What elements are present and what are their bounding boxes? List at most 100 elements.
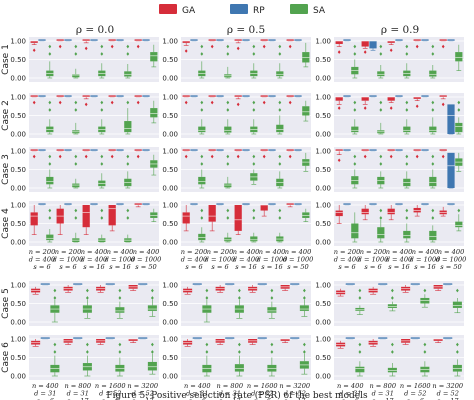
- sa-box: [147, 361, 157, 371]
- sa-outlier-marker: [353, 162, 357, 166]
- sa-outlier-marker: [74, 162, 78, 166]
- sa-outlier-marker: [100, 216, 104, 220]
- rp-box: [105, 283, 115, 285]
- y-tick-label: 0.00: [162, 373, 178, 381]
- sa-box: [351, 126, 359, 133]
- x-tick-label: d = 31: [67, 390, 89, 398]
- panel-case-3-rho-05: 1.00 0.50 0.00: [162, 147, 311, 193]
- ga-outlier-marker: [363, 154, 367, 159]
- ga-box: [335, 149, 343, 151]
- rp-box: [38, 39, 46, 41]
- ga-box: [286, 149, 294, 151]
- ga-box: [56, 95, 64, 97]
- ga-outlier-marker: [337, 158, 341, 163]
- x-tick-label: d = 400: [81, 256, 108, 264]
- sa-outlier-marker: [405, 208, 409, 213]
- y-tick-label: 0.00: [10, 239, 26, 247]
- ga-box: [280, 339, 290, 341]
- row-label-case-5: Case 5: [1, 288, 11, 319]
- sa-outlier-marker: [74, 52, 78, 56]
- ga-outlier-marker: [84, 154, 88, 159]
- sa-outlier-marker: [405, 154, 409, 159]
- sa-outlier-marker: [237, 296, 241, 300]
- sa-outlier-marker: [150, 350, 154, 354]
- sa-outlier-marker: [100, 108, 104, 112]
- sa-outlier-marker: [48, 100, 52, 105]
- sa-box: [115, 307, 125, 313]
- sa-box: [351, 223, 359, 239]
- ga-box: [182, 149, 190, 151]
- y-tick-label: 1.00: [162, 148, 178, 156]
- x-tick-label: n = 400: [412, 248, 439, 256]
- x-tick-label: d = 31: [186, 390, 208, 398]
- x-tick-label: n = 400: [32, 382, 59, 390]
- ga-box: [387, 208, 395, 215]
- rp-box: [421, 95, 429, 97]
- x-tick-label: d = 1000: [131, 256, 162, 264]
- rp-box: [216, 149, 224, 151]
- sa-box: [302, 159, 310, 166]
- ga-box: [30, 41, 38, 43]
- column-title-rho-0: ρ = 0.0: [76, 24, 114, 36]
- sa-outlier-marker: [126, 154, 130, 159]
- y-tick-label: 0.50: [315, 354, 331, 362]
- sa-box: [429, 126, 437, 133]
- ga-outlier-marker: [236, 46, 240, 51]
- sa-outlier-marker: [252, 208, 256, 213]
- rp-box: [294, 39, 302, 41]
- x-tick-label: n = 400: [259, 248, 286, 256]
- sa-outlier-marker: [457, 208, 461, 213]
- sa-box: [403, 230, 411, 239]
- sa-outlier-marker: [405, 44, 409, 49]
- x-tick-label: s = 16: [261, 263, 283, 271]
- sa-outlier-marker: [379, 100, 383, 105]
- sa-outlier-marker: [405, 100, 409, 105]
- ga-box: [128, 339, 138, 341]
- sa-outlier-marker: [48, 108, 52, 112]
- ga-outlier-marker: [84, 46, 88, 51]
- y-tick-label: 1.00: [10, 336, 26, 344]
- sa-outlier-marker: [237, 342, 241, 347]
- sa-outlier-marker: [237, 350, 241, 354]
- rp-box: [225, 283, 235, 285]
- ga-box: [82, 39, 90, 41]
- rp-box: [116, 39, 124, 41]
- sa-outlier-marker: [150, 288, 154, 293]
- ga-box: [286, 203, 294, 205]
- ga-box: [335, 97, 343, 101]
- sa-outlier-marker: [457, 108, 461, 112]
- sa-box: [387, 304, 397, 308]
- y-tick-label: 1.00: [162, 202, 178, 210]
- rp-box: [395, 149, 403, 151]
- sa-outlier-marker: [205, 350, 209, 354]
- sa-outlier-marker: [100, 208, 104, 213]
- ga-outlier-marker: [441, 154, 445, 159]
- sa-box: [250, 236, 258, 242]
- x-tick-label: s = 6: [342, 397, 359, 400]
- rp-box: [64, 149, 72, 151]
- y-tick-label: 0.00: [315, 75, 331, 83]
- rp-box: [142, 149, 150, 151]
- rp-box: [378, 337, 388, 339]
- y-tick-label: 1.00: [315, 202, 331, 210]
- sa-outlier-marker: [455, 288, 459, 293]
- x-tick-label: d = 1000: [205, 256, 236, 264]
- sa-outlier-marker: [431, 44, 435, 49]
- sa-outlier-marker: [302, 296, 306, 300]
- sa-outlier-marker: [126, 162, 130, 166]
- ga-outlier-marker: [288, 100, 292, 105]
- panel-case-3-rho-09: 1.00 0.50 0.00: [315, 147, 464, 193]
- y-tick-label: 0.50: [162, 220, 178, 228]
- row-label-case-1: Case 1: [1, 44, 11, 75]
- sa-outlier-marker: [53, 288, 57, 293]
- ga-outlier-marker: [184, 49, 188, 53]
- ga-box: [182, 41, 190, 43]
- x-tick-label: n = 800: [369, 382, 396, 390]
- sa-box: [224, 126, 232, 133]
- sa-outlier-marker: [358, 350, 362, 354]
- ga-box: [108, 95, 116, 97]
- sa-outlier-marker: [205, 342, 209, 347]
- sa-outlier-marker: [431, 52, 435, 56]
- x-tick-label: n = 3200: [432, 382, 463, 390]
